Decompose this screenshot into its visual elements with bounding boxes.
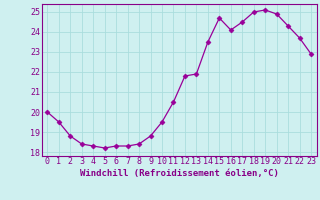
X-axis label: Windchill (Refroidissement éolien,°C): Windchill (Refroidissement éolien,°C) [80,169,279,178]
